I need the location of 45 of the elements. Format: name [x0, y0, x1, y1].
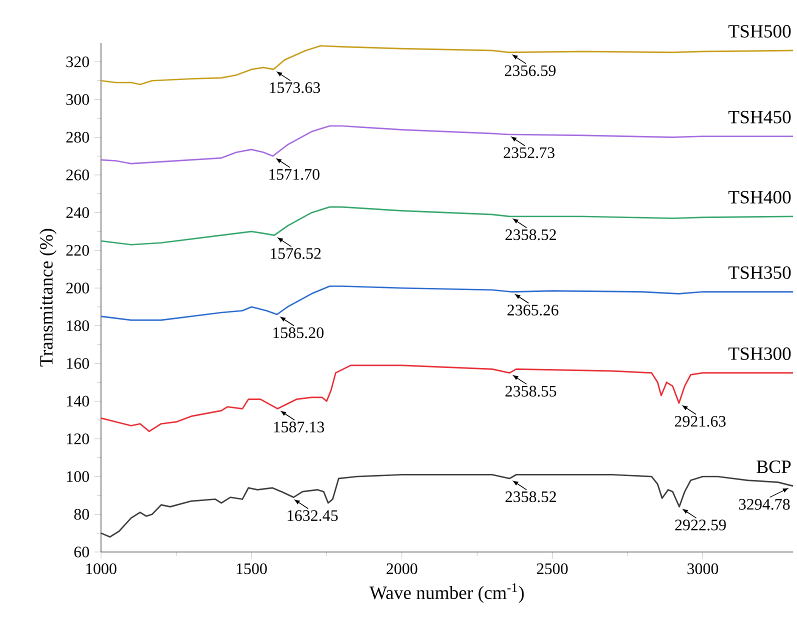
- y-tick-label: 220: [66, 244, 90, 256]
- line-series: [100, 474, 794, 538]
- y-tick-label: 320: [66, 56, 90, 68]
- annotation: 2358.55: [506, 386, 556, 397]
- series-label: TSH450: [728, 110, 791, 124]
- y-tick-label: 260: [66, 170, 90, 180]
- series-label: TSH400: [728, 190, 791, 204]
- annotation: 2921.63: [674, 416, 726, 427]
- x-tick-label: 1500: [236, 563, 267, 574]
- annotation: 2358.52: [506, 229, 556, 240]
- annotation: 2358.52: [506, 491, 556, 502]
- annotation: 1571.70: [269, 169, 320, 180]
- line-series: [100, 125, 794, 164]
- y-tick-label: 80: [74, 508, 90, 520]
- x-tick-label: 1000: [86, 563, 116, 574]
- y-tick-label: 280: [66, 132, 90, 143]
- annotation: 2352.73: [504, 147, 554, 158]
- y-tick-label: 160: [67, 358, 90, 369]
- line-series: [100, 364, 794, 432]
- annotation: 1587.13: [274, 422, 324, 432]
- annotation: 1632.45: [288, 510, 338, 522]
- annotation: 1573.63: [270, 82, 320, 94]
- annotation: 1585.20: [274, 327, 324, 338]
- x-tick-label: 2000: [386, 563, 418, 574]
- series-label: BCP: [756, 460, 791, 474]
- series-label: TSH300: [728, 347, 791, 360]
- y-tick-label: 100: [67, 471, 90, 482]
- series-label: TSH350: [728, 266, 791, 279]
- annotation: 3294.78: [739, 498, 790, 510]
- x-tick-label: 3000: [688, 563, 718, 574]
- x-axis-title: Wave number (cm$^{-1}$): [369, 583, 524, 603]
- y-axis-title: Transmittance (%): [40, 228, 56, 367]
- annotation: 1576.52: [270, 248, 321, 260]
- annotation: 2365.26: [508, 304, 558, 316]
- y-tick-label: 120: [67, 433, 90, 444]
- y-tick-label: 300: [66, 94, 90, 105]
- annotation: 2922.59: [675, 520, 726, 530]
- y-tick-label: 180: [67, 320, 90, 332]
- y-tick-label: 60: [74, 546, 90, 558]
- y-tick-label: 140: [67, 396, 90, 407]
- y-tick-label: 240: [66, 207, 90, 218]
- annotation: 2356.59: [504, 65, 556, 76]
- x-tick-label: 2500: [537, 563, 568, 574]
- y-tick-label: 200: [66, 282, 90, 294]
- series-label: TSH500: [728, 25, 791, 38]
